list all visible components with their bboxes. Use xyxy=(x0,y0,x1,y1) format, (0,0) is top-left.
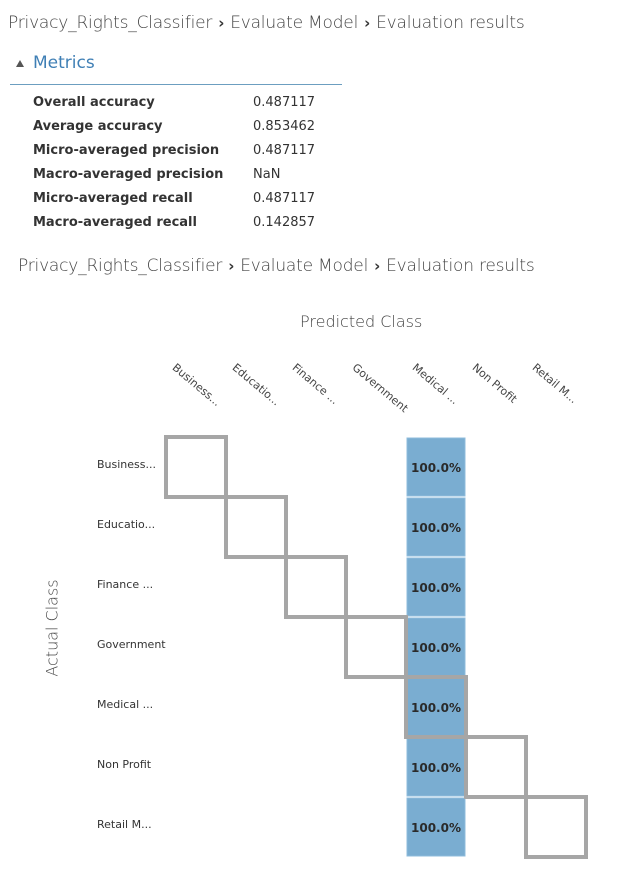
breadcrumb-item-results: Evaluation results xyxy=(386,256,535,276)
metric-label: Overall accuracy xyxy=(33,95,155,110)
diagonal-cell-outline xyxy=(464,735,528,799)
collapse-triangle-icon[interactable] xyxy=(16,60,24,67)
metric-row: Macro-averaged recall 0.142857 xyxy=(33,215,353,235)
chevron-right-icon: › xyxy=(374,257,381,275)
chevron-right-icon: › xyxy=(364,14,371,32)
row-label: Educatio... xyxy=(97,518,156,531)
metric-value: 0.487117 xyxy=(253,95,316,110)
breadcrumb-item-module[interactable]: Evaluate Model xyxy=(240,256,369,276)
chevron-right-icon: › xyxy=(228,257,235,275)
breadcrumb-item-module[interactable]: Evaluate Model xyxy=(230,13,359,33)
matrix-cell xyxy=(406,797,466,857)
metric-value: 0.487117 xyxy=(253,191,316,206)
breadcrumb-item-results: Evaluation results xyxy=(376,13,525,33)
metric-value: NaN xyxy=(253,167,281,182)
metric-value: 0.142857 xyxy=(253,215,316,230)
matrix-cell-value: 100.0% xyxy=(411,701,461,715)
row-label: Finance ... xyxy=(97,578,154,591)
row-label: Retail M... xyxy=(97,818,152,831)
breadcrumb-secondary: Privacy_Rights_Classifier › Evaluate Model… xyxy=(18,256,535,276)
metric-label: Micro-averaged recall xyxy=(33,191,193,206)
breadcrumb-item-experiment[interactable]: Privacy_Rights_Classifier xyxy=(8,13,213,33)
matrix-cell-value: 100.0% xyxy=(411,641,461,655)
row-label: Business... xyxy=(97,458,156,471)
metric-value: 0.853462 xyxy=(253,119,316,134)
chevron-right-icon: › xyxy=(218,14,225,32)
metric-row: Overall accuracy 0.487117 xyxy=(33,95,353,115)
diagonal-cell-outline xyxy=(404,675,468,739)
row-label: Government xyxy=(97,638,166,651)
diagonal-cell-outline xyxy=(224,495,288,559)
matrix-cell-value: 100.0% xyxy=(411,521,461,535)
metrics-section-header[interactable]: Metrics xyxy=(10,52,342,85)
matrix-cell-value: 100.0% xyxy=(411,821,461,835)
metrics-title: Metrics xyxy=(33,53,95,73)
breadcrumb-item-experiment[interactable]: Privacy_Rights_Classifier xyxy=(18,256,223,276)
metric-label: Macro-averaged recall xyxy=(33,215,197,230)
metric-value: 0.487117 xyxy=(253,143,316,158)
matrix-cell-value: 100.0% xyxy=(411,461,461,475)
predicted-class-axis-title: Predicted Class xyxy=(300,312,423,331)
row-label: Medical ... xyxy=(97,698,154,711)
matrix-cell xyxy=(406,557,466,617)
matrix-cell-value: 100.0% xyxy=(411,581,461,595)
metric-label: Average accuracy xyxy=(33,119,163,134)
metric-row: Micro-averaged recall 0.487117 xyxy=(33,191,353,211)
matrix-cell xyxy=(406,437,466,497)
matrix-cell xyxy=(406,497,466,557)
metric-label: Macro-averaged precision xyxy=(33,167,224,182)
metric-label: Micro-averaged precision xyxy=(33,143,220,158)
diagonal-cell-outline xyxy=(284,555,348,619)
breadcrumb: Privacy_Rights_Classifier › Evaluate Model… xyxy=(8,13,525,33)
metric-row: Macro-averaged precision NaN xyxy=(33,167,353,187)
metric-row: Average accuracy 0.853462 xyxy=(33,119,353,139)
diagonal-cell-outline xyxy=(524,795,588,859)
matrix-cell-value: 100.0% xyxy=(411,761,461,775)
metric-row: Micro-averaged precision 0.487117 xyxy=(33,143,353,163)
diagonal-cell-outline xyxy=(344,615,408,679)
diagonal-cell-outline xyxy=(164,435,228,499)
row-label: Non Profit xyxy=(97,758,152,771)
